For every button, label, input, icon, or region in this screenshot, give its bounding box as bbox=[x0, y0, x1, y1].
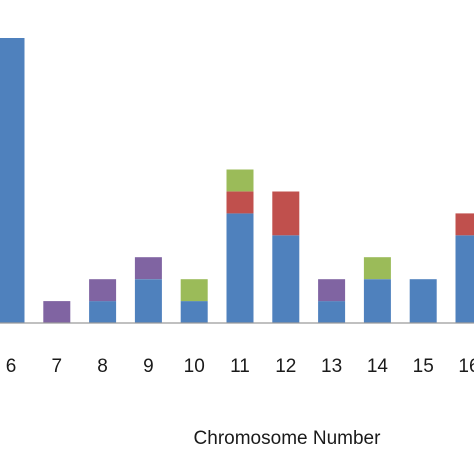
bar-segment-11-s3 bbox=[226, 169, 254, 192]
bar-segment-10-s1 bbox=[180, 301, 208, 323]
x-tick-label-14: 14 bbox=[367, 356, 389, 377]
x-tick-label-13: 13 bbox=[321, 356, 342, 377]
bar-segment-9-s1 bbox=[134, 279, 162, 323]
x-tick-label-6: 6 bbox=[6, 356, 17, 377]
x-tick-label-9: 9 bbox=[143, 356, 154, 377]
bar-segment-13-s4 bbox=[318, 279, 346, 302]
bar-segment-8-s4 bbox=[89, 279, 117, 302]
bar-segment-14-s1 bbox=[363, 279, 391, 323]
bar-segment-6-s1 bbox=[0, 38, 25, 323]
x-axis-title: Chromosome Number bbox=[194, 428, 382, 449]
x-tick-label-16: 16 bbox=[458, 356, 474, 377]
bar-segment-14-s3 bbox=[363, 257, 391, 280]
x-tick-labels: 6 7 8 9 10 11 12 13 14 15 16 bbox=[6, 356, 474, 377]
bar-segment-15-s1 bbox=[409, 279, 437, 323]
bar-segment-11-s2 bbox=[226, 191, 254, 214]
bar-segment-12-s2 bbox=[272, 191, 300, 236]
bar-segment-13-s1 bbox=[318, 301, 346, 323]
bar-segment-12-s1 bbox=[272, 235, 300, 323]
bar-segment-16-s1 bbox=[455, 235, 474, 323]
x-tick-label-12: 12 bbox=[275, 356, 296, 377]
x-tick-label-11: 11 bbox=[230, 356, 250, 377]
bar-segment-9-s4 bbox=[134, 257, 162, 280]
bar-segment-10-s3 bbox=[180, 279, 208, 302]
bar-group bbox=[0, 38, 474, 323]
x-tick-label-10: 10 bbox=[184, 356, 205, 377]
bar-segment-16-s2 bbox=[455, 213, 474, 236]
x-tick-label-8: 8 bbox=[97, 356, 108, 377]
x-tick-label-15: 15 bbox=[413, 356, 434, 377]
x-tick-label-7: 7 bbox=[52, 356, 63, 377]
bar-segment-11-s1 bbox=[226, 213, 254, 323]
bar-segment-7-s4 bbox=[43, 301, 71, 323]
bar-segment-8-s1 bbox=[89, 301, 117, 323]
